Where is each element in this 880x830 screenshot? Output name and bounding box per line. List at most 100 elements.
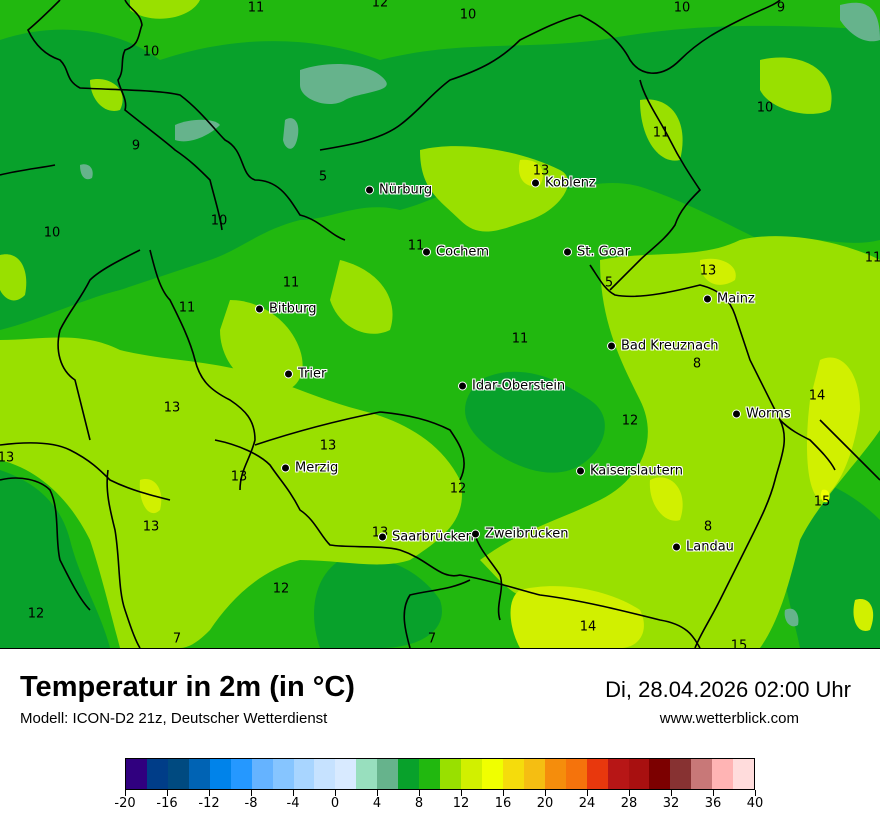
isotherm-label: 12: [371, 0, 389, 11]
isotherm-label: 10: [673, 0, 691, 16]
city-marker: St. Goar: [563, 245, 630, 260]
city-marker: Cochem: [422, 245, 489, 260]
city-dot-icon: [422, 247, 431, 257]
isotherm-label: 12: [621, 413, 639, 429]
colorbar-segment: [565, 759, 587, 789]
city-label: Bitburg: [269, 301, 317, 317]
colorbar-segment: [293, 759, 315, 789]
city-dot-icon: [284, 369, 293, 379]
city-dot-icon: [732, 409, 741, 419]
isotherm-label: 12: [272, 581, 290, 597]
colorbar-tick-label: 4: [372, 796, 382, 811]
colorbar-tick-label: 8: [414, 796, 424, 811]
colorbar-segment: [167, 759, 189, 789]
city-dot-icon: [531, 178, 540, 188]
forecast-datetime: Di, 28.04.2026 02:00 Uhr: [605, 677, 851, 702]
colorbar-segment: [440, 759, 461, 789]
colorbar-tick: [208, 790, 210, 796]
city-label: St. Goar: [577, 244, 630, 260]
colorbar-tick: [418, 790, 420, 796]
isotherm-label: 12: [27, 606, 45, 622]
city-marker: Merzig: [281, 461, 338, 476]
colorbar-segment: [523, 759, 545, 789]
colorbar-segment: [502, 759, 524, 789]
colorbar-segment: [146, 759, 168, 789]
colorbar-segment: [649, 759, 671, 789]
colorbar-tick: [754, 790, 756, 796]
isotherm-label: 9: [131, 138, 141, 154]
colorbar-tick-label: -20: [114, 796, 136, 811]
city-dot-icon: [471, 529, 480, 539]
isotherm-label: 11: [864, 250, 880, 266]
temperature-map: 11 12 10 10 9 10 10 11 9 5 13 10 10 11 11 13 5 11 11 11 8 14 1…: [0, 0, 880, 649]
colorbar-segment: [335, 759, 357, 789]
isotherm-label: 10: [210, 213, 228, 229]
isotherm-label: 12: [449, 481, 467, 497]
isotherm-label: 13: [699, 263, 717, 279]
colorbar-segment: [712, 759, 734, 789]
isotherm-label: 11: [282, 275, 300, 291]
city-label: Worms: [746, 406, 791, 422]
isotherm-label: 13: [163, 400, 181, 416]
model-subtitle: Modell: ICON-D2 21z, Deutscher Wetterdie…: [20, 710, 328, 727]
colorbar-segment: [251, 759, 273, 789]
isotherm-label: 9: [776, 0, 786, 16]
colorbar-tick: [586, 790, 588, 796]
colorbar-tick: [124, 790, 126, 796]
colorbar-segment: [356, 759, 378, 789]
city-marker: Bitburg: [255, 302, 317, 317]
colorbar-tick-label: 24: [578, 796, 596, 811]
colorbar-tick-label: 32: [662, 796, 680, 811]
city-dot-icon: [281, 463, 290, 473]
isotherm-label: 7: [172, 631, 182, 647]
city-label: Kaiserslautern: [590, 463, 684, 479]
city-dot-icon: [255, 304, 264, 314]
city-dot-icon: [703, 294, 712, 304]
website-link[interactable]: www.wetterblick.com: [659, 710, 799, 727]
colorbar-segment: [544, 759, 566, 789]
chart-title: Temperatur in 2m (in °C): [20, 671, 355, 703]
colorbar-ticks: -20 -16 -12 -8 -4 0 4 8 12 16 20 24 28 32 36 40: [114, 790, 763, 820]
colorbar-tick-label: 20: [536, 796, 554, 811]
colorbar-segment: [461, 759, 482, 789]
isotherm-label: 10: [756, 100, 774, 116]
temperature-field: [0, 0, 880, 648]
city-marker: Nürburg: [365, 183, 432, 198]
city-marker: Zweibrücken: [471, 527, 568, 542]
colorbar-segment: [691, 759, 713, 789]
colorbar-segment: [377, 759, 399, 789]
colorbar-segment: [188, 759, 210, 789]
colorbar-tick-label: 16: [494, 796, 512, 811]
colorbar-tick-label: -12: [198, 796, 220, 811]
city-marker: Worms: [732, 407, 791, 422]
isotherm-label: 5: [604, 275, 614, 291]
isotherm-label: 13: [319, 438, 337, 454]
colorbar-tick: [460, 790, 462, 796]
colorbar-tick-label: -4: [286, 796, 300, 811]
isotherm-label: 15: [730, 638, 748, 649]
colorbar-tick-label: 28: [620, 796, 638, 811]
city-dot-icon: [607, 341, 616, 351]
city-label: Zweibrücken: [485, 526, 569, 542]
colorbar-tick-label: 0: [330, 796, 340, 811]
isotherm-label: 10: [459, 7, 477, 23]
isotherm-label: 13: [532, 163, 550, 179]
isotherm-label: 13: [142, 519, 160, 535]
colorbar-segment: [733, 759, 755, 789]
colorbar-tick: [502, 790, 504, 796]
colorbar-tick: [166, 790, 168, 796]
colorbar-tick: [250, 790, 252, 796]
colorbar-segment: [628, 759, 650, 789]
colorbar-segment: [398, 759, 420, 789]
colorbar-segment: [607, 759, 629, 789]
colorbar-tick-label: 40: [746, 796, 764, 811]
isotherm-label: 14: [579, 619, 597, 635]
city-marker: Mainz: [703, 292, 755, 307]
colorbar-tick-label: -8: [244, 796, 258, 811]
city-dot-icon: [563, 247, 572, 257]
isotherm-label: 11: [652, 125, 670, 141]
isotherm-label: 11: [178, 300, 196, 316]
city-label: Cochem: [436, 244, 490, 260]
city-marker: Bad Kreuznach: [607, 339, 719, 354]
city-marker: Landau: [672, 540, 734, 555]
